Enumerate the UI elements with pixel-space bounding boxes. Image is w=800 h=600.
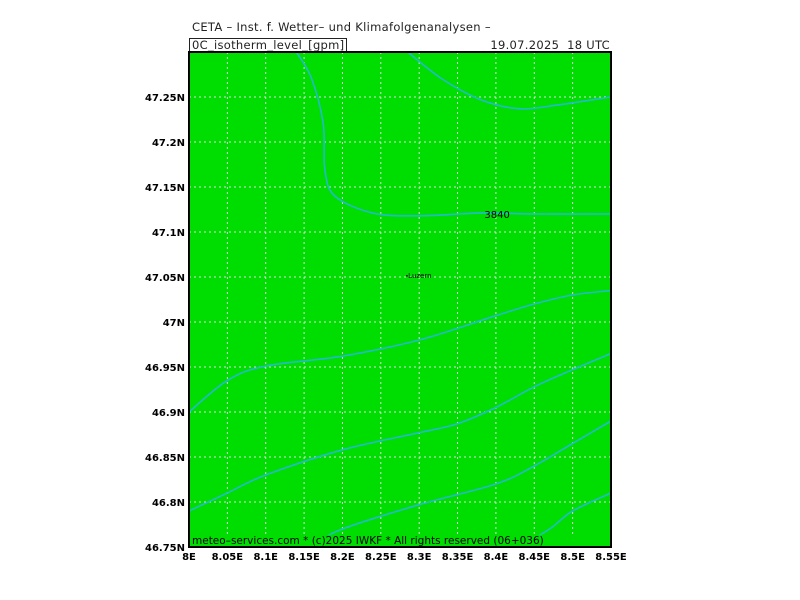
contour-line bbox=[307, 420, 612, 548]
plot-background bbox=[189, 52, 611, 547]
y-tick-label: 47.25N bbox=[145, 93, 185, 104]
x-tick-label: 8.5E bbox=[560, 552, 585, 563]
city-markers: Luzern bbox=[406, 272, 432, 280]
y-tick-label: 46.95N bbox=[145, 363, 185, 374]
y-tick-label: 46.85N bbox=[145, 453, 185, 464]
contour-line bbox=[407, 51, 612, 110]
x-tick-label: 8.35E bbox=[442, 552, 474, 563]
contour-line bbox=[295, 51, 612, 217]
city-dot bbox=[406, 275, 408, 277]
x-tick-label: 8.05E bbox=[212, 552, 244, 563]
y-tick-label: 47.2N bbox=[152, 138, 185, 149]
contour-labels: 3840 bbox=[484, 210, 509, 221]
y-tick-label: 46.9N bbox=[152, 408, 185, 419]
contour-line bbox=[188, 289, 612, 413]
copyright-footer: meteo–services.com * (c)2025 IWKF * All … bbox=[192, 535, 544, 547]
y-tick-label: 47.05N bbox=[145, 273, 185, 284]
x-axis-labels: 8E 8.05E 8.1E 8.15E 8.2E 8.25E 8.3E 8.35E 8.4E 8.… bbox=[182, 552, 627, 563]
x-tick-label: 8.25E bbox=[365, 552, 397, 563]
contour-line bbox=[188, 352, 612, 512]
valid-time-label: 19.07.2025 18 UTC bbox=[490, 38, 610, 52]
contour-label: 3840 bbox=[484, 210, 509, 221]
y-tick-label: 47.1N bbox=[152, 228, 185, 239]
map-title: CETA – Inst. f. Wetter– und Klimafolgena… bbox=[192, 20, 491, 34]
x-tick-label: 8.4E bbox=[484, 552, 509, 563]
plot-frame bbox=[188, 51, 612, 548]
x-tick-label: 8.55E bbox=[595, 552, 627, 563]
x-tick-label: 8.45E bbox=[519, 552, 551, 563]
city-label: Luzern bbox=[408, 272, 431, 280]
y-tick-label: 47.15N bbox=[145, 183, 185, 194]
y-tick-label: 46.8N bbox=[152, 498, 185, 509]
x-tick-label: 8E bbox=[182, 552, 196, 563]
footer-bar bbox=[189, 535, 611, 547]
y-tick-label: 47N bbox=[163, 318, 185, 329]
x-tick-label: 8.2E bbox=[330, 552, 355, 563]
x-tick-label: 8.3E bbox=[407, 552, 432, 563]
x-tick-label: 8.15E bbox=[288, 552, 320, 563]
y-tick-label: 46.75N bbox=[145, 543, 185, 554]
y-axis-labels: 46.75N 46.8N 46.85N 46.9N 46.95N 47N 47.05N 47.… bbox=[145, 93, 185, 554]
x-tick-label: 8.1E bbox=[253, 552, 278, 563]
